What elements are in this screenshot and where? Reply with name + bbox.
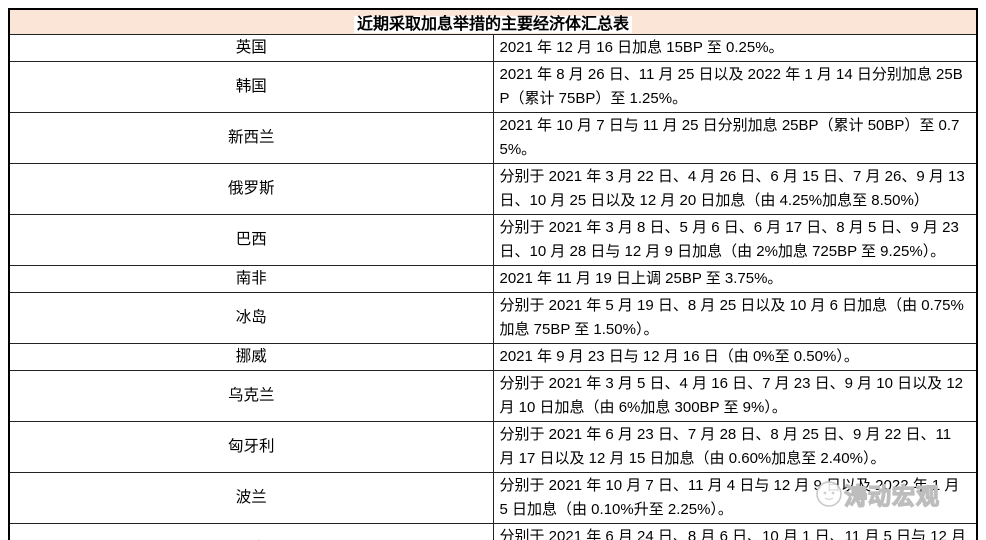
economy-cell: 巴西 bbox=[8, 214, 494, 266]
detail-cell: 2021 年 11 月 19 日上调 25BP 至 3.75%。 bbox=[492, 265, 978, 293]
table-row: 英国 2021 年 12 月 16 日加息 15BP 至 0.25%。 bbox=[8, 34, 978, 62]
table-row: 乌克兰 分别于 2021 年 3 月 5 日、4 月 16 日、7 月 23 日… bbox=[8, 370, 978, 422]
detail-cell: 分别于 2021 年 6 月 23 日、7 月 28 日、8 月 25 日、9 … bbox=[492, 421, 978, 473]
economy-cell: 韩国 bbox=[8, 61, 494, 113]
table-title: 近期采取加息举措的主要经济体汇总表 bbox=[353, 16, 632, 33]
table-row: 俄罗斯 分别于 2021 年 3 月 22 日、4 月 26 日、6 月 15 … bbox=[8, 163, 978, 215]
economy-cell: 冰岛 bbox=[8, 292, 494, 344]
economy-cell: 英国 bbox=[8, 34, 494, 62]
detail-cell: 分别于 2021 年 3 月 8 日、5 月 6 日、6 月 17 日、8 月 … bbox=[492, 214, 978, 266]
table-row: 冰岛 分别于 2021 年 5 月 19 日、8 月 25 日以及 10 月 6… bbox=[8, 292, 978, 344]
economy-cell: 挪威 bbox=[8, 343, 494, 371]
detail-cell: 2021 年 12 月 16 日加息 15BP 至 0.25%。 bbox=[492, 34, 978, 62]
economy-cell: 俄罗斯 bbox=[8, 163, 494, 215]
detail-cell: 2021 年 10 月 7 日与 11 月 25 日分别加息 25BP（累计 5… bbox=[492, 112, 978, 164]
table-row: 南非 2021 年 11 月 19 日上调 25BP 至 3.75%。 bbox=[8, 265, 978, 293]
table-row: 韩国 2021 年 8 月 26 日、11 月 25 日以及 2022 年 1 … bbox=[8, 61, 978, 113]
detail-cell: 分别于 2021 年 5 月 19 日、8 月 25 日以及 10 月 6 日加… bbox=[492, 292, 978, 344]
economy-cell: 新西兰 bbox=[8, 112, 494, 164]
detail-cell: 分别于 2021 年 6 月 24 日、8 月 6 日、10 月 1 日、11 … bbox=[492, 523, 978, 540]
economy-cell: 乌克兰 bbox=[8, 370, 494, 422]
detail-cell: 分别于 2021 年 10 月 7 日、11 月 4 日与 12 月 9 日以及… bbox=[492, 472, 978, 524]
table-row: 匈牙利 分别于 2021 年 6 月 23 日、7 月 28 日、8 月 25 … bbox=[8, 421, 978, 473]
detail-cell: 分别于 2021 年 3 月 5 日、4 月 16 日、7 月 23 日、9 月… bbox=[492, 370, 978, 422]
table-row: 波兰 分别于 2021 年 10 月 7 日、11 月 4 日与 12 月 9 … bbox=[8, 472, 978, 524]
table-row: 挪威 2021 年 9 月 23 日与 12 月 16 日（由 0%至 0.50… bbox=[8, 343, 978, 371]
economy-cell: 波兰 bbox=[8, 472, 494, 524]
detail-cell: 2021 年 8 月 26 日、11 月 25 日以及 2022 年 1 月 1… bbox=[492, 61, 978, 113]
economy-cell: 匈牙利 bbox=[8, 421, 494, 473]
table-row: 新西兰 2021 年 10 月 7 日与 11 月 25 日分别加息 25BP（… bbox=[8, 112, 978, 164]
detail-cell: 2021 年 9 月 23 日与 12 月 16 日（由 0%至 0.50%）。 bbox=[492, 343, 978, 371]
table-row: 捷克 分别于 2021 年 6 月 24 日、8 月 6 日、10 月 1 日、… bbox=[8, 523, 978, 540]
table-row: 巴西 分别于 2021 年 3 月 8 日、5 月 6 日、6 月 17 日、8… bbox=[8, 214, 978, 266]
economy-cell: 南非 bbox=[8, 265, 494, 293]
table-header: 近期采取加息举措的主要经济体汇总表 bbox=[8, 8, 978, 35]
rate-hike-summary-table: 近期采取加息举措的主要经济体汇总表 英国 2021 年 12 月 16 日加息 … bbox=[8, 8, 978, 540]
table-header-row: 近期采取加息举措的主要经济体汇总表 bbox=[8, 8, 978, 35]
economy-cell: 捷克 bbox=[8, 523, 494, 540]
detail-cell: 分别于 2021 年 3 月 22 日、4 月 26 日、6 月 15 日、7 … bbox=[492, 163, 978, 215]
